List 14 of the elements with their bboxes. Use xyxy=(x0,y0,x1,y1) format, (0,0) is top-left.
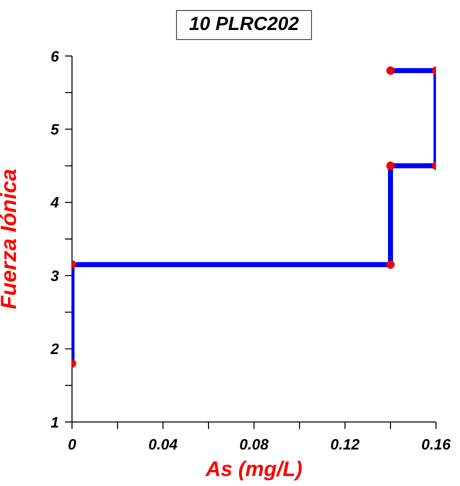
x-tick-label: 0.08 xyxy=(239,436,270,454)
chart-title: 10 PLRC202 xyxy=(176,10,312,40)
y-tick-label: 1 xyxy=(50,414,59,432)
x-tick-label: 0.04 xyxy=(148,436,178,454)
y-tick-label: 2 xyxy=(50,341,60,358)
y-tick-label: 6 xyxy=(50,48,60,66)
y-tick-label: 5 xyxy=(50,122,60,139)
y-tick-label: 3 xyxy=(50,268,60,285)
x-tick-label: 0.12 xyxy=(330,436,360,454)
x-tick-label: 0.16 xyxy=(421,436,452,454)
y-axis-title: Fuerza Iónica xyxy=(0,168,21,310)
y-tick-label: 4 xyxy=(50,194,60,212)
x-axis-title: As (mg/L) xyxy=(204,458,302,481)
x-tick-label: 0 xyxy=(68,436,77,454)
